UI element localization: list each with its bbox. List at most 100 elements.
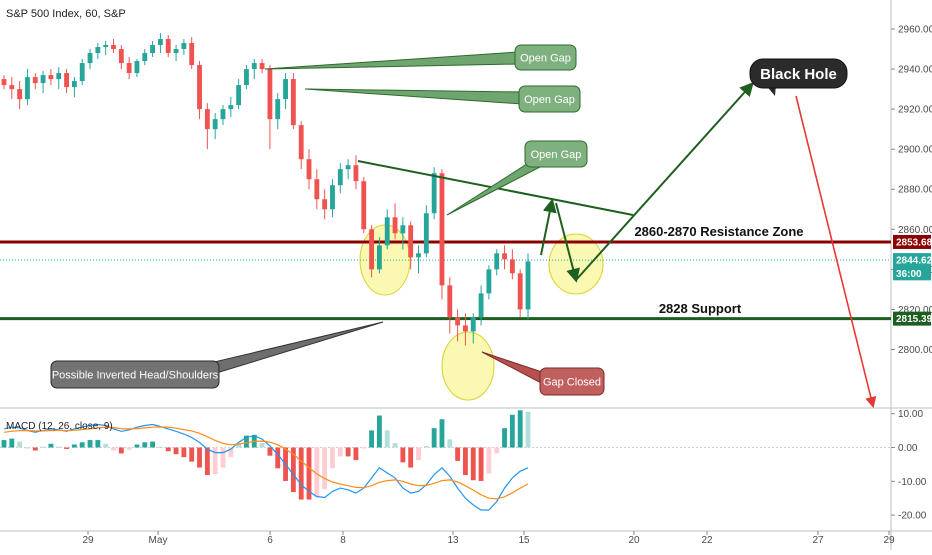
candle-body <box>40 75 46 84</box>
macd-tick-label: 0.00 <box>898 443 918 454</box>
price-tick-label: 2800.00 <box>898 345 932 356</box>
candle-body <box>204 109 210 130</box>
candle-body <box>197 65 202 110</box>
candle-body <box>517 273 523 310</box>
macd-histogram-bar <box>197 447 202 468</box>
candle-body <box>455 317 461 326</box>
macd-histogram-bar <box>275 447 281 469</box>
time-tick-label: May <box>149 535 168 546</box>
macd-histogram-bar <box>423 446 429 448</box>
macd-histogram-bar <box>478 447 484 481</box>
macd-histogram-bar <box>322 447 328 490</box>
macd-histogram-bar <box>118 447 124 454</box>
macd-histogram-bar <box>306 447 312 500</box>
macd-histogram-bar <box>314 447 320 498</box>
candle-body <box>290 79 296 126</box>
candle-body <box>463 325 468 332</box>
gap-closed-box <box>539 367 605 396</box>
macd-histogram-bar <box>486 447 492 474</box>
open-gap-2-pointer <box>304 88 523 105</box>
time-tick-label: 20 <box>628 535 640 546</box>
macd-histogram-bar <box>525 411 531 448</box>
black-hole-arrow <box>795 95 877 409</box>
macd-histogram-bar <box>376 415 382 448</box>
macd-histogram-bar <box>431 428 437 448</box>
candle-body <box>267 69 273 120</box>
macd-histogram-bar <box>103 443 109 448</box>
macd-histogram-bar <box>502 428 507 448</box>
price-tag-label: 36:00 <box>896 269 922 280</box>
inverted-head-shoulders-label: Possible Inverted Head/Shoulders <box>52 370 219 382</box>
macd-histogram-bar <box>236 443 242 448</box>
macd-histogram-bar <box>400 447 406 463</box>
candle-body <box>322 199 328 210</box>
candle-body <box>353 165 359 182</box>
candle-body <box>361 181 367 230</box>
price-tag-box <box>893 253 931 268</box>
macd-histogram-bar <box>173 447 179 455</box>
candle-body <box>298 125 304 160</box>
candle-body <box>275 99 281 120</box>
candle-body <box>71 81 77 88</box>
candle-body <box>439 173 445 286</box>
macd-tick-label: -20.00 <box>898 511 927 522</box>
macd-histogram-bar <box>228 447 234 458</box>
price-tag-label: 2853.68 <box>896 237 932 248</box>
macd-histogram-bar <box>165 447 171 452</box>
candle-body <box>478 293 484 318</box>
candle-body <box>103 45 109 48</box>
candle-body <box>259 63 265 70</box>
macd-histogram-bar <box>267 447 273 456</box>
candle-body <box>369 229 375 270</box>
candle-body <box>220 109 226 120</box>
macd-tick-label: -10.00 <box>898 477 927 488</box>
candle-body <box>525 261 531 310</box>
candle-body <box>48 75 54 80</box>
drawings <box>357 81 877 409</box>
candle-body <box>330 185 335 210</box>
macd-histogram-bar <box>56 446 62 448</box>
open-gap-2-label: Open Gap <box>524 94 575 106</box>
time-tick-label: 27 <box>812 535 824 546</box>
macd-histogram-bar <box>212 447 218 475</box>
macd-histogram-bar <box>25 447 30 449</box>
candle-body <box>64 73 69 88</box>
time-tick-label: 22 <box>701 535 713 546</box>
macd-histogram-bar <box>150 441 156 448</box>
macd-histogram-bar <box>157 446 163 448</box>
price-tick-label: 2920.00 <box>898 105 932 116</box>
macd-histogram-bar <box>244 435 249 448</box>
candle-body <box>236 85 242 106</box>
candle-body <box>251 63 257 70</box>
open-gap-3-box <box>524 140 588 168</box>
macd-histogram-bar <box>134 444 140 448</box>
price-tag-box <box>893 311 931 326</box>
candle-body <box>212 119 218 130</box>
candle-body <box>228 105 234 110</box>
candle-body <box>150 45 156 54</box>
horizontal-levels <box>0 240 891 321</box>
price-tick-label: 2940.00 <box>898 65 932 76</box>
macd-tick-label: 10.00 <box>898 409 923 420</box>
macd-histogram-bar <box>259 443 265 448</box>
macd-histogram-bar <box>345 447 351 457</box>
inverted-head-shoulders-pointer <box>209 321 384 376</box>
macd-histogram-bar <box>204 447 210 476</box>
macd-histogram-bar <box>298 447 304 500</box>
candle-body <box>423 213 429 254</box>
black-hole-box <box>749 58 848 89</box>
resistance-zone-label: 2860-2870 Resistance Zone <box>634 224 803 239</box>
candle-body <box>181 43 187 50</box>
candle-body <box>337 169 343 186</box>
candle-body <box>56 73 62 80</box>
open-gap-3-pointer <box>446 161 542 216</box>
open-gap-3-label: Open Gap <box>531 149 582 161</box>
candle-body <box>314 179 320 200</box>
open-gap-1-pointer <box>264 51 519 70</box>
macd-panel <box>0 410 891 511</box>
macd-histogram-bar <box>142 442 148 448</box>
chart-title: S&P 500 Index, 60, S&P <box>6 8 126 20</box>
macd-histogram-bar <box>361 447 367 449</box>
